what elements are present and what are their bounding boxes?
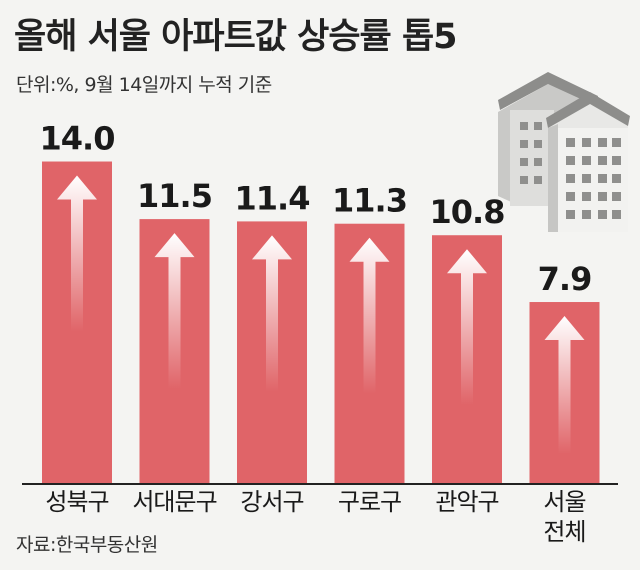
- value-label-2: 11.5: [137, 177, 212, 215]
- category-label-5: 관악구: [435, 488, 498, 516]
- up-arrow-icon: [349, 237, 390, 394]
- category-label-6: 전체: [543, 518, 585, 546]
- source-note: 자료:한국부동산원: [16, 534, 158, 556]
- value-label-1: 14.0: [40, 120, 115, 158]
- apartment-building-icon: [498, 72, 630, 232]
- category-label-4: 구로구: [338, 488, 401, 516]
- category-label-1: 성북구: [45, 488, 108, 516]
- value-label-4: 11.3: [332, 182, 407, 220]
- up-arrow-icon: [252, 235, 292, 392]
- category-label-3: 강서구: [240, 488, 303, 516]
- value-label-5: 10.8: [430, 193, 505, 231]
- up-arrow-icon: [447, 249, 487, 406]
- value-label-3: 11.4: [235, 179, 310, 217]
- up-arrow-icon: [57, 175, 97, 332]
- category-label-2: 서대문구: [132, 488, 216, 516]
- chart-subtitle: 단위:%, 9월 14일까지 누적 기준: [16, 74, 272, 96]
- category-label-6: 서울: [543, 488, 585, 516]
- chart-title: 올해 서울 아파트값 상승률 톱5: [14, 17, 457, 57]
- value-label-6: 7.9: [538, 260, 592, 298]
- up-arrow-icon: [154, 233, 195, 390]
- up-arrow-icon: [544, 316, 585, 454]
- bars-group: 14.0 성북구 11.5 서대문구 11.4 강서구 11.3 구로구 10.8 관악구 7.9 서…: [40, 120, 600, 546]
